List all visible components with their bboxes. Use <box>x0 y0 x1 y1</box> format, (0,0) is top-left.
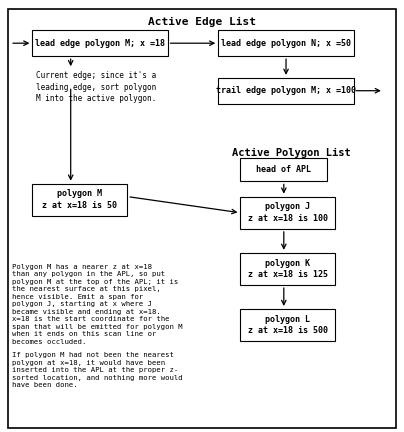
Text: polygon K
z at x=18 is 125: polygon K z at x=18 is 125 <box>248 258 328 280</box>
Text: Current edge; since it's a
leading edge, sort polygon
M into the active polygon.: Current edge; since it's a leading edge,… <box>36 71 157 103</box>
Text: lead edge polygon N; x =50: lead edge polygon N; x =50 <box>221 39 351 48</box>
Text: polygon J
z at x=18 is 100: polygon J z at x=18 is 100 <box>248 202 328 223</box>
Text: trail edge polygon M; x =100: trail edge polygon M; x =100 <box>216 86 356 95</box>
FancyBboxPatch shape <box>218 78 354 104</box>
Text: Polygon M has a nearer z at x=18
than any polygon in the APL, so put
polygon M a: Polygon M has a nearer z at x=18 than an… <box>12 264 183 345</box>
FancyBboxPatch shape <box>218 30 354 56</box>
FancyBboxPatch shape <box>8 9 396 428</box>
Text: Active Polygon List: Active Polygon List <box>231 148 350 159</box>
Text: If polygon M had not been the nearest
polygon at x=18, it would have been
insert: If polygon M had not been the nearest po… <box>12 352 183 388</box>
FancyBboxPatch shape <box>240 197 335 229</box>
Text: polygon L
z at x=18 is 500: polygon L z at x=18 is 500 <box>248 314 328 336</box>
FancyBboxPatch shape <box>240 309 335 341</box>
Text: polygon M
z at x=18 is 50: polygon M z at x=18 is 50 <box>42 189 117 210</box>
Text: head of APL: head of APL <box>256 165 311 174</box>
FancyBboxPatch shape <box>32 184 127 216</box>
Text: lead edge polygon M; x =18: lead edge polygon M; x =18 <box>35 39 165 48</box>
FancyBboxPatch shape <box>32 30 168 56</box>
Text: Active Edge List: Active Edge List <box>148 16 256 27</box>
FancyBboxPatch shape <box>240 253 335 285</box>
FancyBboxPatch shape <box>240 158 327 181</box>
